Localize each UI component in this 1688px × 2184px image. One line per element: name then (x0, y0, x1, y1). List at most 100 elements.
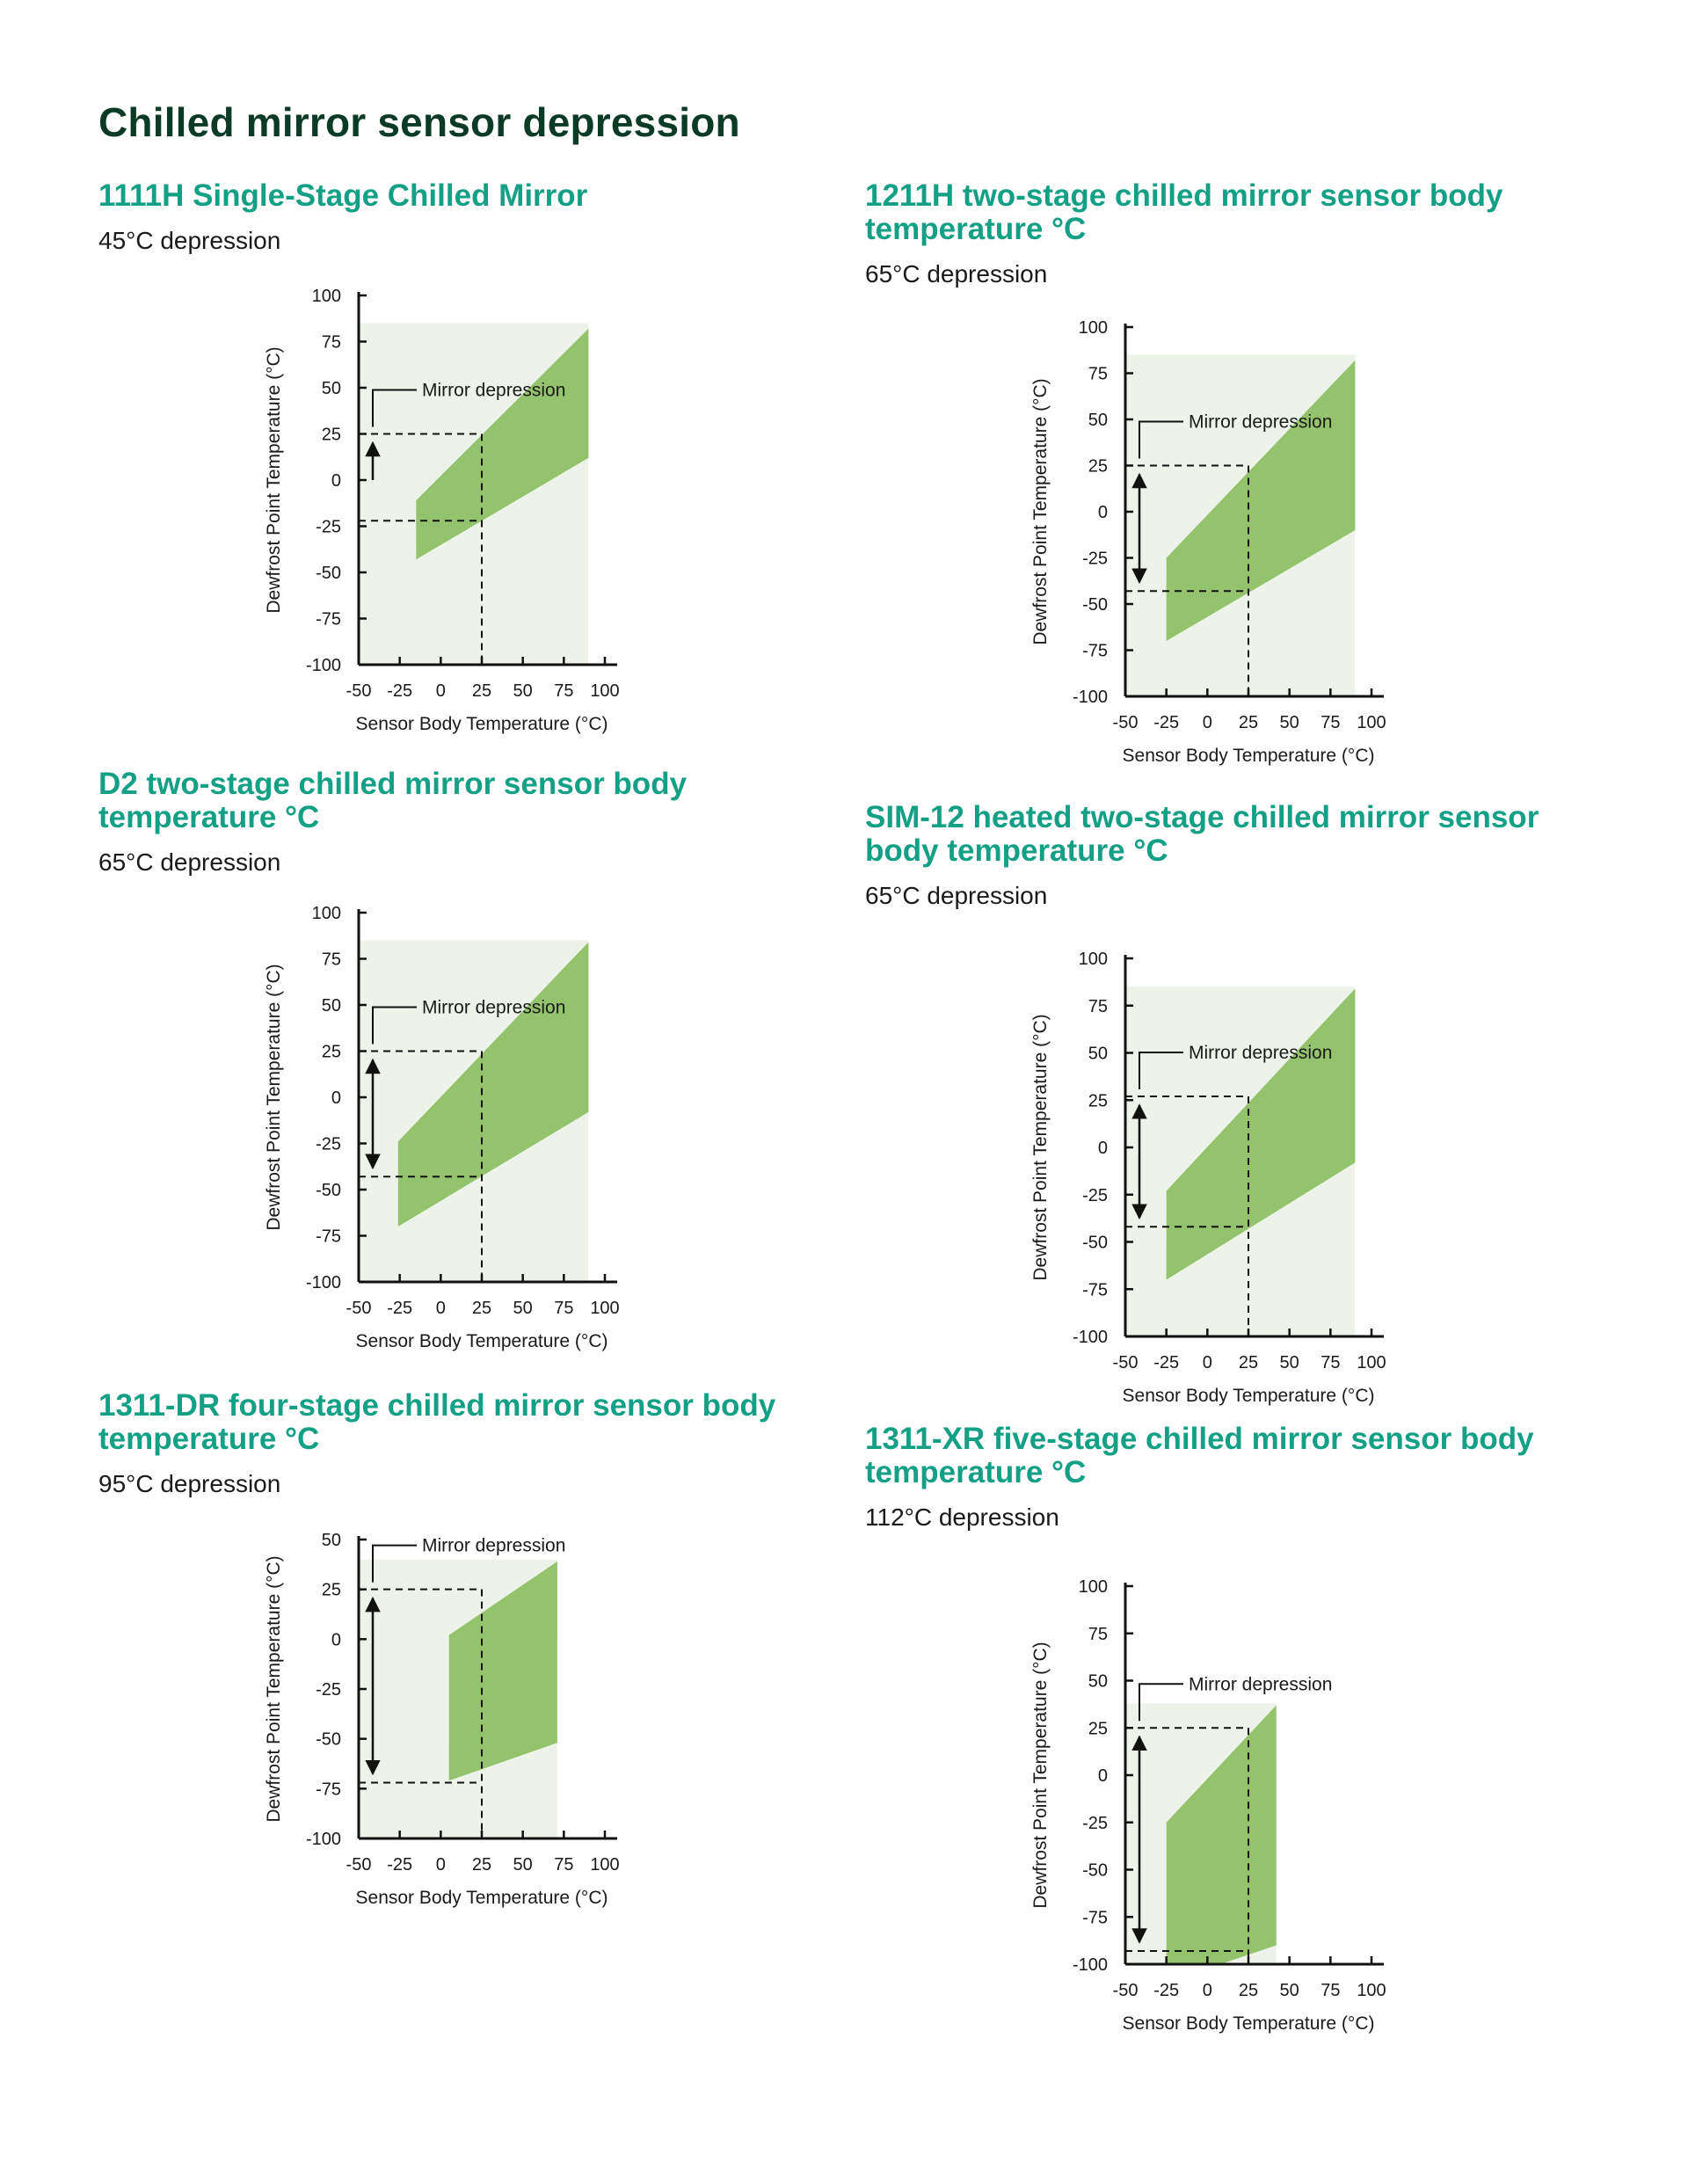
x-tick-label: -25 (387, 681, 412, 701)
x-tick-label: 100 (1357, 1981, 1386, 2000)
mirror-depression-band (1166, 988, 1356, 1280)
x-tick-label: -50 (1113, 1981, 1139, 2000)
annotation-mirror-depression: Mirror depression (1189, 1674, 1332, 1694)
y-tick-label: -100 (1073, 688, 1108, 707)
y-tick-label: 0 (1098, 1139, 1108, 1158)
x-tick-label: 0 (436, 681, 446, 701)
x-tick-label: 25 (472, 1855, 491, 1875)
page-title: Chilled mirror sensor depression (98, 99, 740, 145)
annotation-leader (1139, 420, 1183, 459)
y-tick-label: -50 (1082, 1861, 1108, 1881)
y-tick-label: 0 (1098, 503, 1108, 522)
y-tick-label: -25 (316, 1680, 341, 1700)
annotation-mirror-depression: Mirror depression (1189, 1043, 1332, 1063)
y-tick-label: 0 (331, 1088, 341, 1108)
y-tick-label: 50 (322, 996, 341, 1016)
x-tick-label: 0 (1203, 1981, 1212, 2000)
mirror-depression-band (416, 328, 589, 560)
x-tick-label: -25 (1153, 713, 1179, 732)
chart-title: 1211H two-stage chilled mirror sensor bo… (865, 178, 1503, 246)
x-axis-label: Sensor Body Temperature (°C) (1123, 1386, 1375, 1406)
y-tick-label: -100 (306, 1273, 341, 1292)
mirror-depression-band (1166, 360, 1356, 641)
x-tick-label: 100 (590, 1299, 619, 1318)
y-tick-label: -75 (1082, 1280, 1108, 1299)
y-tick-label: 0 (1098, 1766, 1108, 1786)
y-tick-label: -100 (306, 1830, 341, 1849)
chart-d2: 100 75 50 25 0 -25 -50 -75 -100 -50 -25 0 25 50 75 100 S… (264, 904, 620, 1351)
x-tick-label: -50 (346, 681, 372, 701)
annotation-mirror-depression: Mirror depression (422, 998, 565, 1018)
annotation-leader (1139, 1683, 1183, 1722)
chart-sim12: 100 75 50 25 0 -25 -50 -75 -100 -50 -25 0 25 50 75 100 S… (1030, 950, 1386, 1406)
x-axis-label: Sensor Body Temperature (°C) (356, 714, 608, 734)
y-tick-label: 50 (322, 1531, 341, 1550)
x-tick-label: 25 (472, 681, 491, 701)
y-tick-label: -25 (1082, 1186, 1108, 1205)
x-tick-label: -50 (346, 1855, 372, 1875)
y-tick-label: -50 (316, 564, 341, 583)
chart-1311dr: 50 25 0 -25 -50 -75 -100 -50 -25 0 25 50 75 100 Sensor… (264, 1531, 620, 1908)
y-tick-label: -100 (306, 656, 341, 675)
chart-title: SIM-12 heated two-stage chilled mirror s… (865, 800, 1539, 868)
y-tick-label: -75 (1082, 1908, 1108, 1927)
chart-subtitle: 65°C depression (865, 882, 1048, 909)
chart-subtitle: 65°C depression (98, 848, 281, 876)
x-axis-label: Sensor Body Temperature (°C) (356, 1331, 608, 1351)
y-tick-label: -50 (1082, 595, 1108, 615)
chart-panel-sim12: SIM-12 heated two-stage chilled mirror s… (865, 801, 1612, 912)
x-tick-label: 25 (1239, 1981, 1258, 2000)
y-tick-label: 75 (1088, 365, 1108, 384)
x-tick-label: 50 (513, 681, 533, 701)
chart-panel-1311dr: 1311-DR four-stage chilled mirror sensor… (98, 1389, 846, 1500)
y-tick-label: 25 (322, 426, 341, 445)
annotation-mirror-depression: Mirror depression (1189, 412, 1332, 433)
x-tick-label: 25 (1239, 713, 1258, 732)
x-tick-label: 75 (554, 1299, 573, 1318)
y-tick-label: 50 (1088, 411, 1108, 430)
x-tick-label: 50 (1280, 1981, 1299, 2000)
chart-title: 1111H Single-Stage Chilled Mirror (98, 178, 588, 213)
chart-subtitle: 45°C depression (98, 227, 281, 254)
chart-1311xr: 100 75 50 25 0 -25 -50 -75 -100 -50 -25 0 25 50 75 100 S… (1030, 1577, 1386, 2034)
y-tick-label: 0 (331, 471, 341, 491)
chart-title: 1311-DR four-stage chilled mirror sensor… (98, 1388, 776, 1456)
x-axis-label: Sensor Body Temperature (°C) (1123, 2013, 1375, 2034)
chart-title: D2 two-stage chilled mirror sensor body … (98, 767, 688, 834)
y-tick-label: 100 (1079, 950, 1108, 969)
y-tick-label: 25 (322, 1043, 341, 1062)
x-tick-label: -25 (387, 1299, 412, 1318)
annotation-mirror-depression: Mirror depression (422, 381, 565, 401)
x-tick-label: 100 (590, 1855, 619, 1875)
y-tick-label: 0 (331, 1630, 341, 1649)
y-tick-label: 75 (322, 950, 341, 970)
y-tick-label: -75 (1082, 642, 1108, 661)
y-tick-label: -25 (316, 518, 341, 537)
y-tick-label: -100 (1073, 1955, 1108, 1975)
annotation-leader (372, 1544, 417, 1583)
x-tick-label: 0 (1203, 1353, 1212, 1372)
y-tick-label: 75 (322, 333, 341, 353)
chart-panel-1311xr: 1311-XR five-stage chilled mirror sensor… (865, 1423, 1612, 1533)
x-tick-label: 75 (1321, 1353, 1340, 1372)
x-tick-label: -25 (1153, 1353, 1179, 1372)
chart-1111h: 100 75 50 25 0 -25 -50 -75 -100 -50 -25 0 25 50 75 100 S… (264, 287, 620, 734)
y-tick-label: 25 (1088, 457, 1108, 477)
y-tick-label: -25 (1082, 550, 1108, 569)
x-tick-label: 25 (472, 1299, 491, 1318)
annotation-mirror-depression: Mirror depression (422, 1536, 565, 1556)
y-tick-label: 50 (322, 379, 341, 398)
x-tick-label: 100 (1357, 713, 1386, 732)
y-tick-label: 100 (1079, 318, 1108, 338)
chart-panel-d2: D2 two-stage chilled mirror sensor body … (98, 768, 846, 878)
x-tick-label: 0 (1203, 713, 1212, 732)
annotation-leader (372, 389, 417, 427)
y-tick-label: -25 (1082, 1814, 1108, 1833)
y-tick-label: 75 (1088, 1625, 1108, 1644)
y-tick-label: 100 (1079, 1577, 1108, 1597)
y-tick-label: -75 (316, 1227, 341, 1247)
x-tick-label: 50 (1280, 713, 1299, 732)
x-tick-label: 75 (554, 1855, 573, 1875)
y-tick-label: 25 (1088, 1091, 1108, 1110)
x-tick-label: 75 (554, 681, 573, 701)
